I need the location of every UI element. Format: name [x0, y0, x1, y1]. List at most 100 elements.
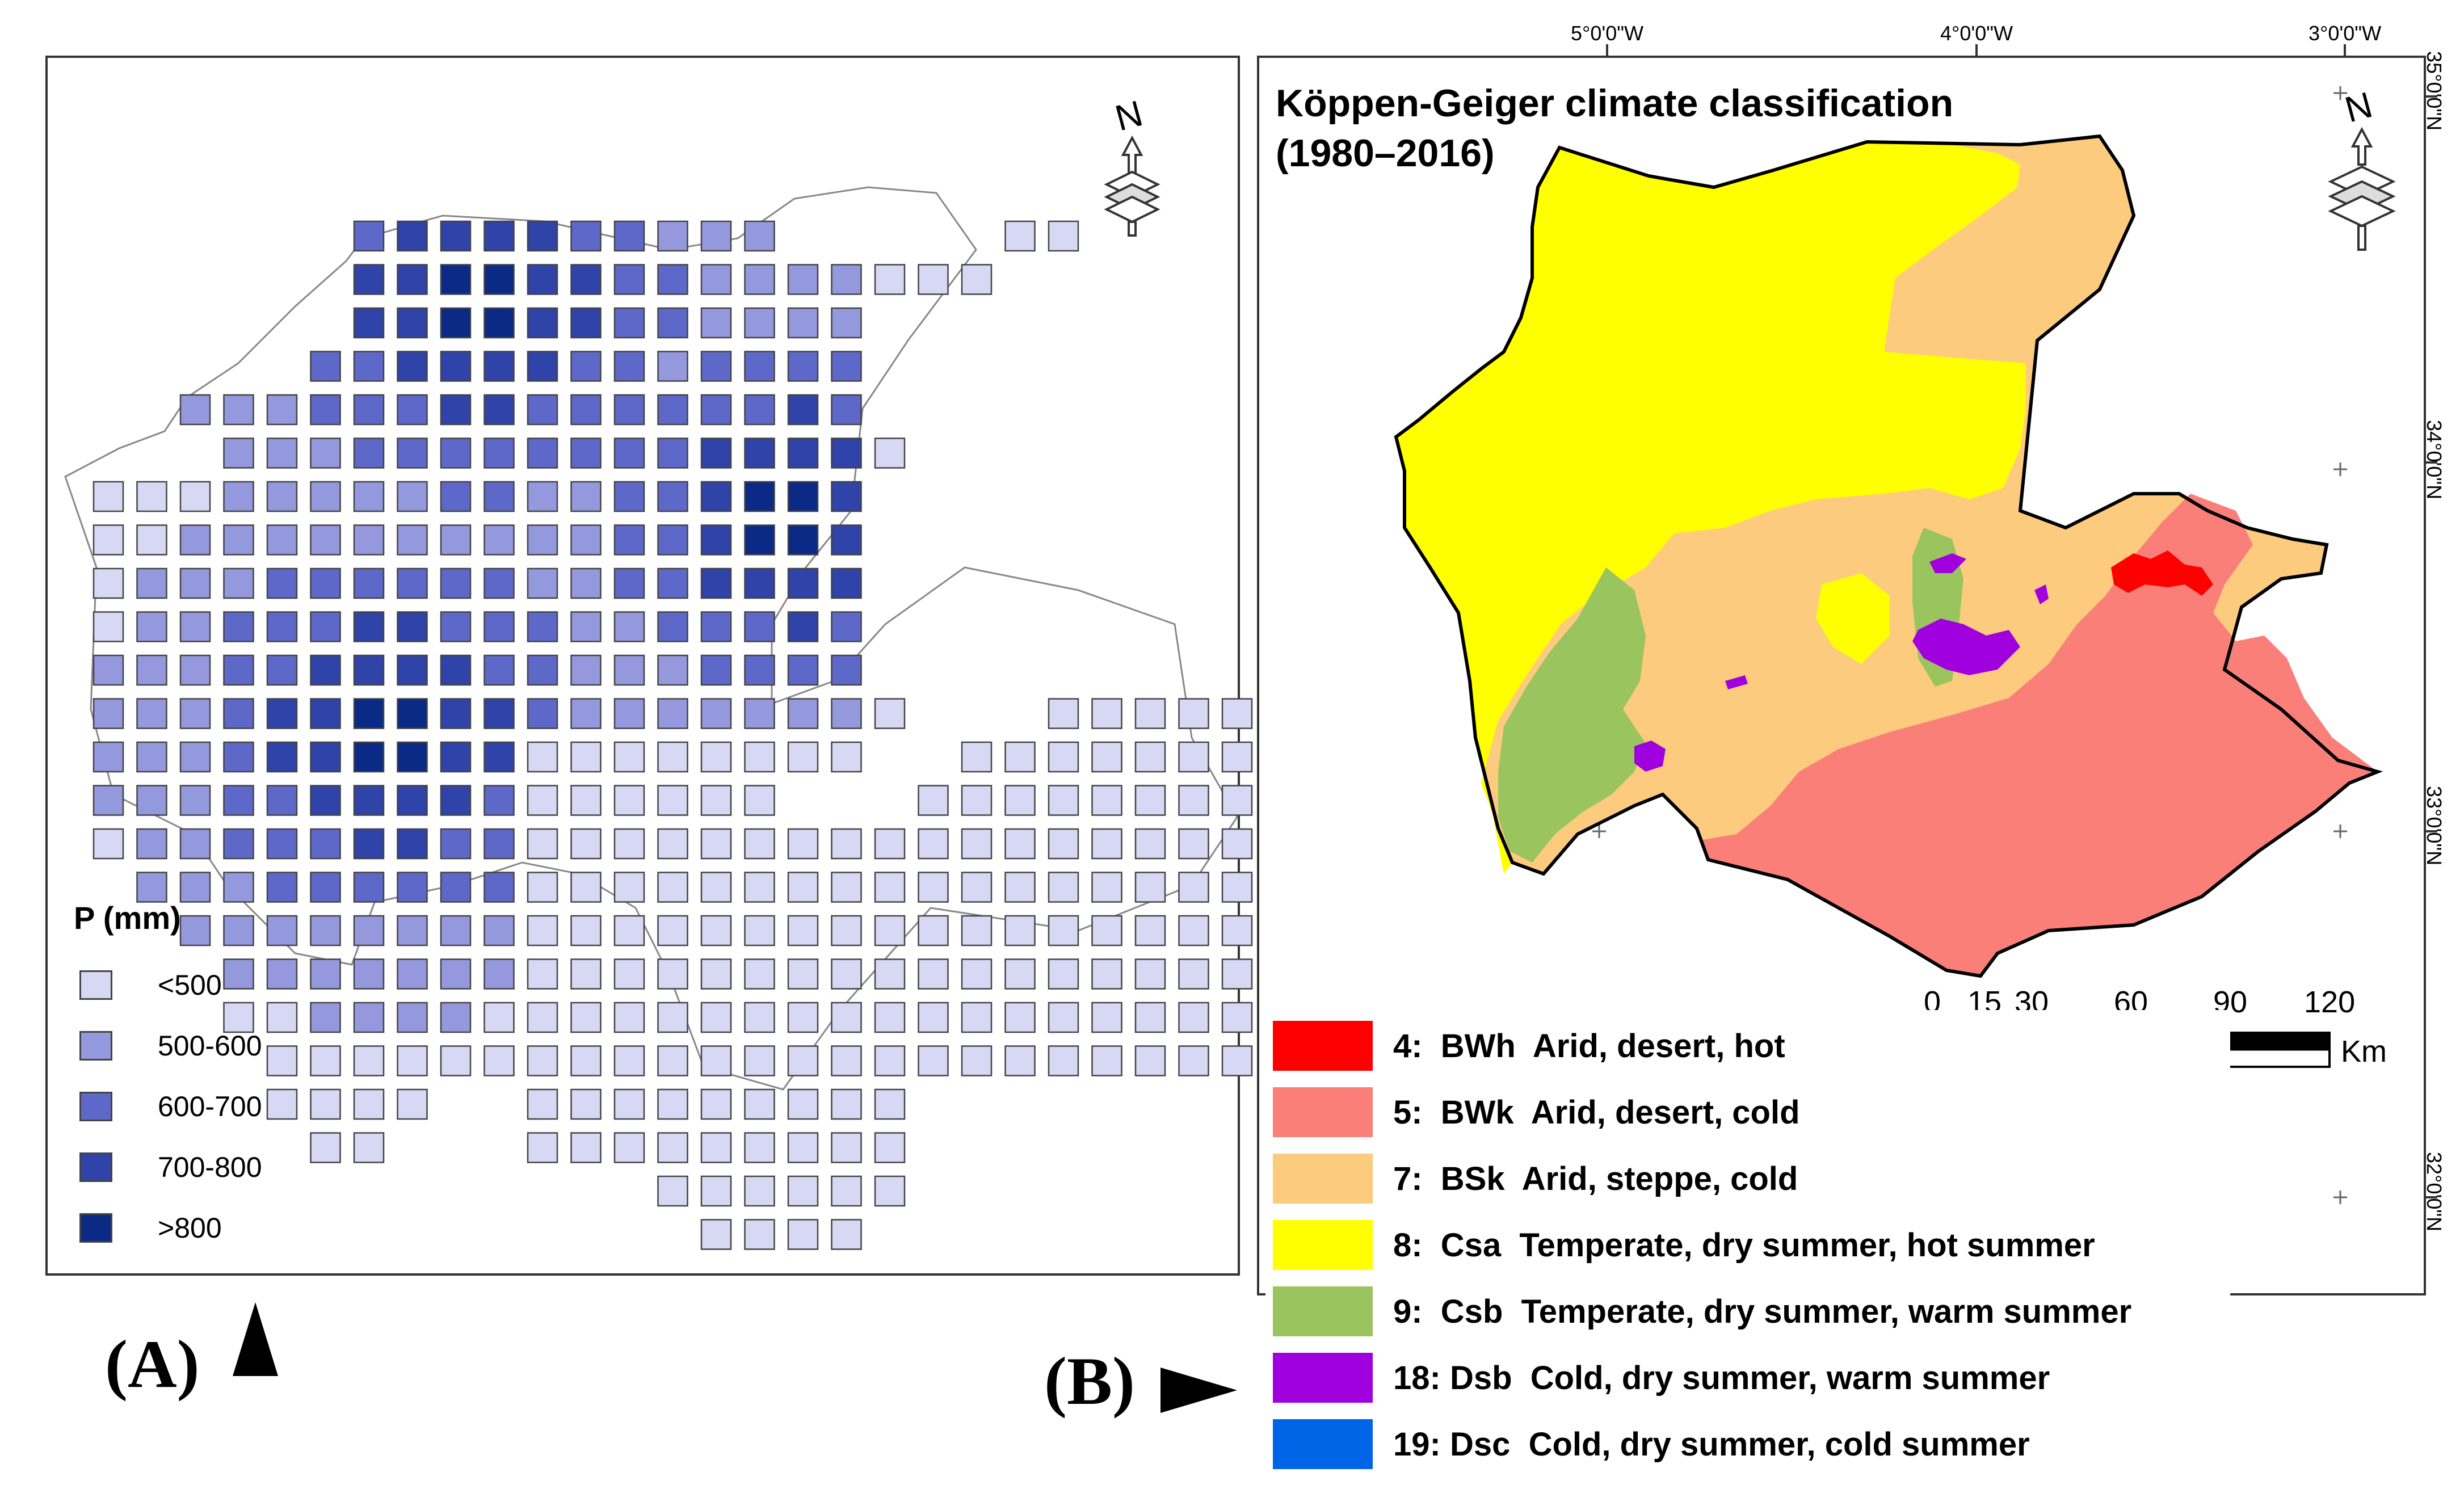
grid-cell — [353, 741, 385, 773]
grid-cell — [831, 741, 862, 773]
grid-cell — [353, 481, 385, 512]
grid-cell — [1221, 698, 1253, 729]
grid-cell — [483, 264, 515, 295]
grid-cell — [1004, 958, 1036, 990]
grid-cell — [874, 1132, 906, 1163]
grid-cell — [483, 785, 515, 816]
grid-cell — [657, 307, 688, 339]
grid-cell — [613, 264, 645, 295]
grid-cell — [657, 698, 688, 729]
grid-cell — [787, 828, 819, 860]
grid-cell — [266, 654, 298, 686]
grid-cell — [92, 567, 124, 599]
grid-cell — [787, 351, 819, 382]
grid-cell — [310, 698, 341, 729]
grid-cell — [397, 481, 428, 512]
zone-dsb-4 — [2034, 584, 2049, 604]
grid-cell — [310, 828, 341, 860]
grid-cell — [527, 264, 558, 295]
grid-cell — [744, 1219, 775, 1250]
legend-b-label: 18: Dsb Cold, dry summer, warm summer — [1393, 1359, 2050, 1396]
grid-cell — [657, 958, 688, 990]
grid-cell — [483, 220, 515, 252]
grid-cell — [1004, 828, 1036, 860]
grid-cell — [1048, 785, 1079, 816]
grid-cell — [874, 437, 906, 469]
grid-cell — [657, 567, 688, 599]
grid-cell — [570, 611, 602, 642]
panel-b-title: Köppen-Geiger climate classification (19… — [1276, 78, 1953, 178]
grid-cell — [136, 785, 167, 816]
grid-cell — [744, 1045, 775, 1076]
grid-cell — [700, 264, 732, 295]
latitude-label-33n: 33°0'0"N — [2423, 786, 2446, 866]
grid-cell — [483, 567, 515, 599]
grid-cell — [223, 611, 254, 642]
grid-cell — [1221, 958, 1253, 990]
grid-cell — [1048, 220, 1079, 252]
grid-cell — [397, 264, 428, 295]
grid-cell — [1178, 828, 1209, 860]
grid-cell — [440, 828, 472, 860]
grid-cell — [613, 394, 645, 426]
grid-cell — [397, 698, 428, 729]
grid-cell — [657, 1175, 688, 1207]
grid-cell — [92, 698, 124, 729]
grid-cell — [397, 437, 428, 469]
grid-cell — [1134, 872, 1166, 903]
grid-cell — [353, 264, 385, 295]
panel-b-title-line1: Köppen-Geiger climate classification — [1276, 82, 1954, 125]
grid-cell — [787, 481, 819, 512]
grid-cell — [310, 654, 341, 686]
grid-cell — [831, 1175, 862, 1207]
grid-cell — [92, 785, 124, 816]
grid-cell — [1048, 741, 1079, 773]
grid-cell — [787, 524, 819, 556]
grid-cell — [353, 394, 385, 426]
grid-cell — [961, 872, 993, 903]
grid-cell — [136, 698, 167, 729]
grid-cell — [570, 264, 602, 295]
grid-cell — [657, 264, 688, 295]
grid-cell — [397, 1088, 428, 1120]
grid-cell — [1048, 1002, 1079, 1033]
legend-a-swatch — [79, 1031, 112, 1061]
grid-cell — [831, 264, 862, 295]
latitude-label-34n: 34°0'0"N — [2423, 420, 2446, 500]
precipitation-grid — [92, 220, 1253, 1250]
legend-b-swatch — [1273, 1419, 1373, 1469]
grid-cell — [874, 872, 906, 903]
grid-cell — [266, 958, 298, 990]
legend-b-item-bwk: 5: BWk Arid, desert, cold — [1273, 1087, 1800, 1138]
grid-cell — [310, 524, 341, 556]
grid-cell — [787, 1002, 819, 1033]
grid-cell — [657, 741, 688, 773]
grid-cell — [397, 307, 428, 339]
grid-cell — [744, 1132, 775, 1163]
grid-cell — [310, 481, 341, 512]
grid-cell — [570, 394, 602, 426]
grid-cell — [179, 872, 211, 903]
grid-cell — [527, 481, 558, 512]
grid-cell — [613, 785, 645, 816]
grid-cell — [440, 611, 472, 642]
grid-cell — [787, 741, 819, 773]
grid-cell — [613, 741, 645, 773]
grid-cell — [179, 611, 211, 642]
legend-b-label: 4: BWh Arid, desert, hot — [1393, 1027, 1785, 1065]
grid-cell — [1004, 1045, 1036, 1076]
zone-dsb-5 — [1725, 675, 1748, 689]
grid-cell — [440, 524, 472, 556]
grid-cell — [266, 394, 298, 426]
grid-cell — [266, 1088, 298, 1120]
grid-cell — [874, 1045, 906, 1076]
legend-b-item-csb: 9: Csb Temperate, dry summer, warm summe… — [1273, 1286, 2131, 1337]
legend-b-item-dsc: 19: Dsc Cold, dry summer, cold summer — [1273, 1419, 2030, 1470]
legend-a-label: 500-600 — [158, 1030, 262, 1062]
grid-cell — [483, 958, 515, 990]
grid-cell — [397, 654, 428, 686]
grid-cell — [831, 654, 862, 686]
grid-cell — [918, 1045, 949, 1076]
grid-cell — [353, 1045, 385, 1076]
grid-cell — [744, 958, 775, 990]
